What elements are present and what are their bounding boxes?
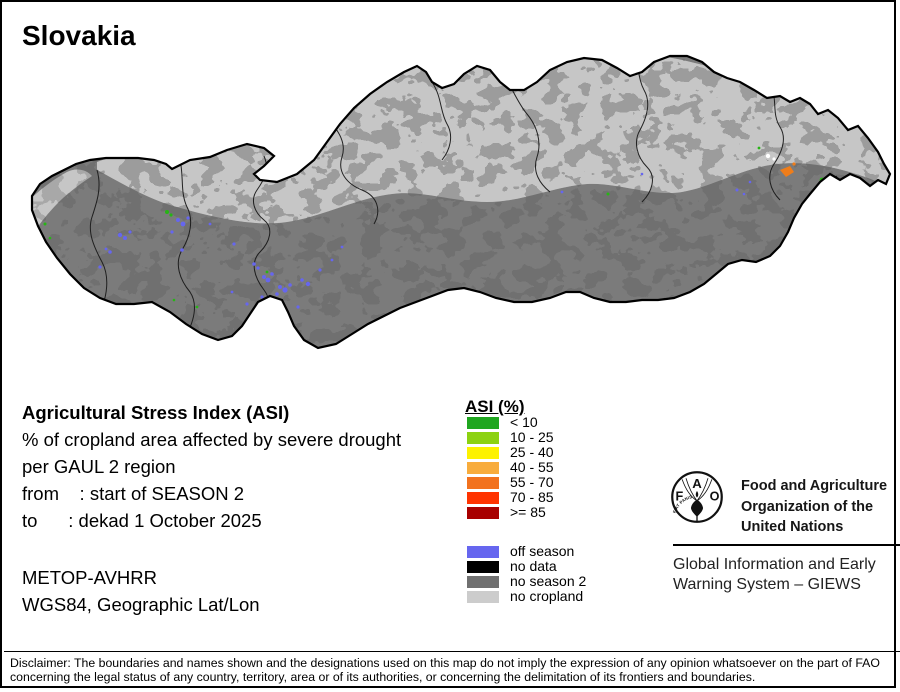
- svg-text:A: A: [692, 476, 702, 491]
- svg-text:O: O: [710, 489, 720, 503]
